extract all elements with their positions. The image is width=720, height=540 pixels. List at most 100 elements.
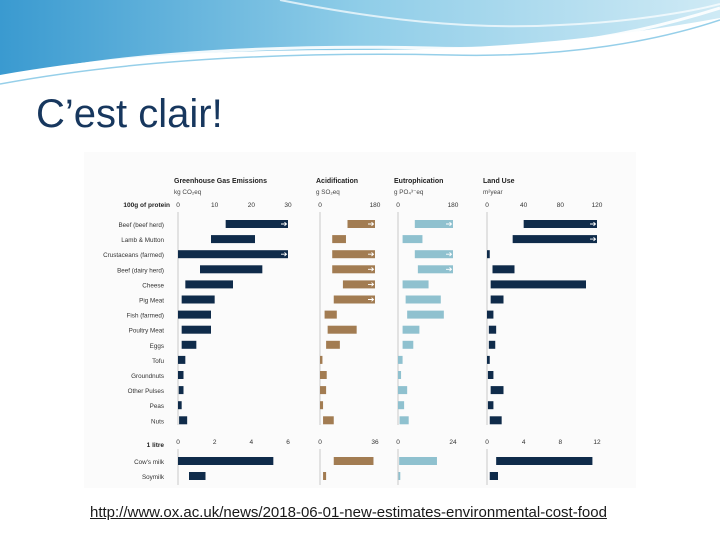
overflow-arrow (368, 252, 375, 257)
milk-axis-tick-label: 4 (250, 439, 254, 446)
milk-axis-tick-label: 24 (449, 439, 457, 446)
row-label: Eggs (150, 343, 164, 350)
data-bar (211, 235, 255, 244)
data-bar (398, 355, 403, 364)
row-label: Groundnuts (131, 373, 164, 380)
data-bar (320, 355, 323, 364)
panel-title: Eutrophication (394, 178, 443, 185)
milk-axis-tick-label: 2 (213, 439, 217, 446)
data-bar (320, 386, 327, 395)
milk-data-bar (399, 457, 437, 465)
data-bar (178, 355, 186, 364)
data-bar (489, 416, 502, 425)
row-label: Other Pulses (128, 388, 164, 395)
overflow-arrow (446, 267, 453, 272)
data-bar (320, 401, 324, 410)
data-bar (181, 295, 215, 304)
data-bar (323, 416, 334, 425)
data-bar (488, 325, 497, 334)
data-bar (417, 265, 453, 274)
axis-tick-label: 120 (592, 202, 603, 209)
axis-tick-label: 40 (520, 202, 528, 209)
overflow-arrow (368, 221, 375, 227)
row-label: Fish (farmed) (127, 313, 164, 320)
data-bar (332, 235, 346, 244)
overflow-arrow (590, 221, 597, 227)
data-bar (398, 401, 405, 410)
data-bar (488, 340, 496, 349)
data-bar (398, 386, 408, 395)
overflow-arrow (368, 282, 375, 287)
row-label: Beef (beef herd) (118, 222, 164, 229)
row-label: Lamb & Mutton (121, 237, 164, 244)
data-bar (523, 220, 597, 228)
data-bar (326, 340, 340, 349)
data-bar (407, 310, 444, 319)
milk-axis-tick-label: 0 (396, 439, 400, 446)
environmental-impact-chart: 100g of protein Beef (beef herd) Lamb & Mu… (84, 152, 636, 488)
panel-unit: g PO₄³⁻eq (394, 189, 424, 196)
data-bar (490, 386, 504, 395)
milk-axis-tick-label: 0 (318, 439, 322, 446)
axis-tick-label: 180 (448, 202, 459, 209)
milk-data-bar (178, 457, 274, 465)
panel-unit: m²year (483, 189, 503, 196)
data-bar (398, 371, 402, 379)
panel-title: Land Use (483, 178, 515, 185)
axis-tick-label: 30 (284, 202, 292, 209)
axis-tick-label: 180 (370, 202, 381, 209)
axis-tick-label: 20 (248, 202, 256, 209)
row-label: Poultry Meat (129, 328, 165, 335)
row-label: Cheese (142, 282, 164, 289)
data-bar (487, 250, 490, 259)
overflow-arrow (590, 236, 597, 242)
section-label-litre: 1 litre (147, 442, 165, 449)
overflow-arrow (446, 221, 453, 227)
data-bar (490, 295, 504, 304)
milk-data-bar (189, 472, 206, 480)
row-label: Crustaceans (farmed) (103, 252, 164, 259)
data-bar (200, 265, 263, 274)
source-link[interactable]: http://www.ox.ac.uk/news/2018-06-01-new-… (90, 504, 607, 521)
milk-axis-tick-label: 0 (485, 439, 489, 446)
data-bar (342, 280, 375, 289)
data-bar (405, 295, 441, 304)
axis-tick-label: 0 (396, 202, 400, 209)
axis-tick-label: 0 (485, 202, 489, 209)
chart-canvas: 100g of protein Beef (beef herd) Lamb & Mu… (103, 178, 603, 485)
row-label: Pig Meat (139, 298, 164, 305)
row-label: Peas (150, 403, 164, 410)
header-banner-wave (0, 0, 720, 85)
data-bar (185, 280, 233, 289)
overflow-arrow (281, 221, 288, 227)
data-bar (402, 280, 429, 289)
axis-tick-label: 0 (176, 202, 180, 209)
axis-tick-label: 0 (318, 202, 322, 209)
panel-unit: g SO₂eq (316, 189, 340, 196)
data-bar (402, 340, 414, 349)
milk-axis-tick-label: 6 (286, 439, 290, 446)
slide-title: C’est clair! (36, 92, 223, 136)
panel-title: Greenhouse Gas Emissions (174, 178, 267, 185)
milk-axis-tick-label: 4 (522, 439, 526, 446)
data-bar (178, 250, 288, 259)
data-bar (179, 416, 188, 425)
data-bar (181, 325, 211, 334)
data-bar (178, 401, 182, 410)
milk-data-bar (323, 472, 327, 480)
milk-axis-tick-label: 12 (593, 439, 601, 446)
axis-tick-label: 80 (557, 202, 565, 209)
data-bar (178, 371, 184, 379)
data-bar (414, 220, 453, 228)
data-bar (178, 310, 211, 319)
panel-title: Acidification (316, 178, 358, 185)
data-bar (512, 235, 597, 244)
data-bar (347, 220, 375, 228)
data-bar (333, 295, 375, 304)
data-bar (178, 386, 184, 395)
data-bar (402, 325, 420, 334)
data-bar (181, 340, 197, 349)
data-bar (332, 250, 375, 259)
milk-axis-tick-label: 36 (371, 439, 379, 446)
data-bar (327, 325, 357, 334)
